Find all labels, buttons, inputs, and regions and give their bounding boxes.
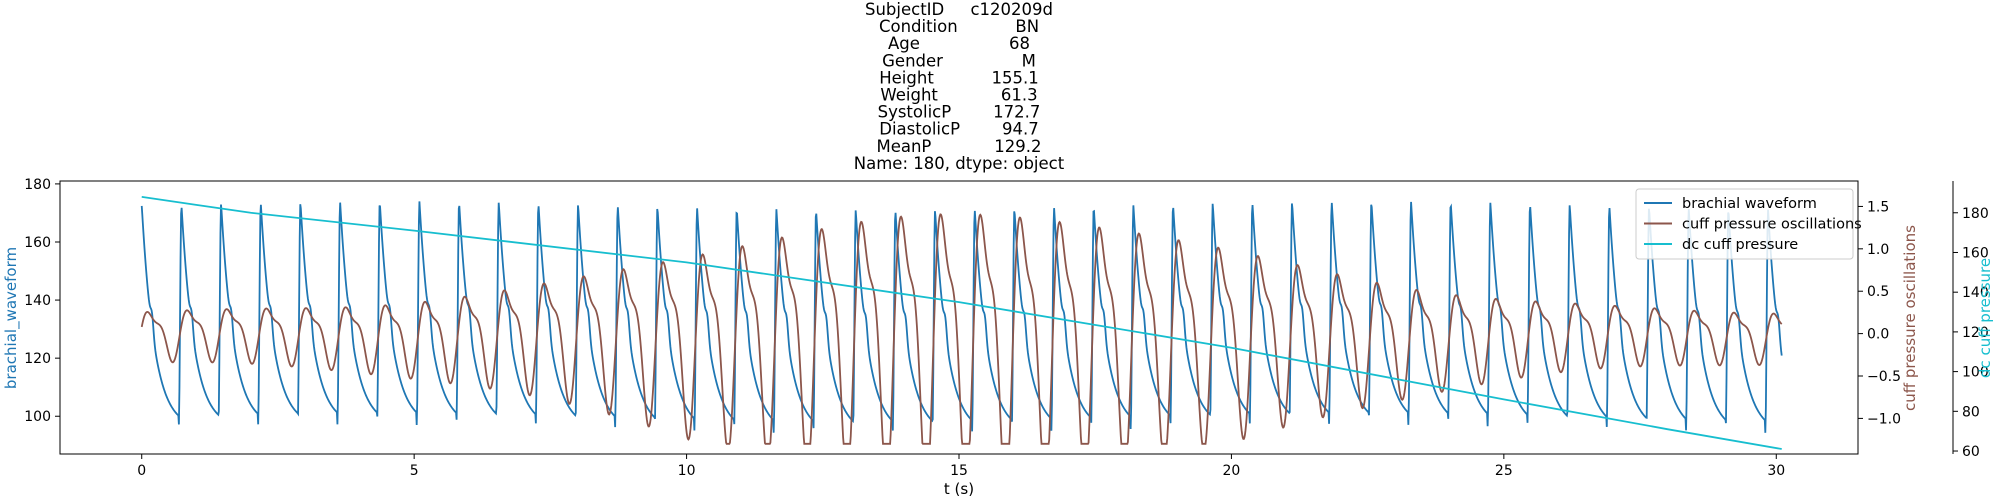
title-line: SubjectID c120209d [865,0,1053,19]
left-y-tick-label: 120 [24,351,51,367]
title-line: Name: 180, dtype: object [854,154,1065,173]
right-y-axis-label-dc: dc cuff pressure [1976,258,1994,378]
legend: brachial waveform cuff pressure oscillati… [1635,188,1862,260]
series-dc-cuff-pressure [141,195,1782,450]
dc-y-tick-label: 120 [1962,325,1989,341]
x-tick-label: 0 [137,463,146,479]
legend-entry: brachial waveform [1682,196,1817,212]
x-axis-label: t (s) [944,480,974,498]
legend-box [1635,188,1854,260]
title-line: Height 155.1 [879,68,1038,87]
dc-y-tick-label: 80 [1962,404,1980,420]
left-y-tick-label: 140 [24,293,51,309]
series-brachial-waveform [140,201,1783,433]
right-y-tick-label: −1.0 [1867,411,1901,427]
dc-y-tick-label: 180 [1962,206,1989,222]
left-y-tick-label: 160 [24,235,51,251]
legend-entry: dc cuff pressure [1682,237,1798,253]
title-line: DiastolicP 94.7 [879,120,1038,139]
title-line: Condition BN [879,17,1039,36]
title-line: MeanP 129.2 [876,137,1041,156]
right-y-tick-label: 0.0 [1867,327,1889,343]
title-line: Weight 61.3 [880,86,1037,105]
right-y-tick-label: 0.5 [1867,284,1889,300]
title-line: SystolicP 172.7 [878,103,1041,122]
x-tick-label: 15 [950,463,968,479]
dc-y-tick-label: 140 [1962,285,1989,301]
left-y-axis-label: brachial_waveform [2,247,21,389]
left-y-tick-label: 100 [24,409,51,425]
x-tick-label: 20 [1223,463,1241,479]
series-cuff-pressure-oscillations [140,213,1783,445]
right-y-tick-label: −0.5 [1867,369,1901,385]
dc-y-tick-label: 60 [1962,444,1980,460]
dc-y-tick-label: 100 [1962,365,1989,381]
dc-y-tick-label: 160 [1962,245,1989,261]
right-y-axis-label-oscillations: cuff pressure oscillations [1901,225,1919,411]
plot-area [140,195,1783,450]
title-line: Gender M [882,51,1036,70]
axes: 0 5 10 15 20 25 30 100 120 140 160 180 −1.0 −0.5 0.0 0.… [24,177,1988,479]
right-y-tick-label: 1.0 [1867,242,1889,258]
legend-entry: cuff pressure oscillations [1682,217,1862,233]
x-tick-label: 10 [678,463,696,479]
title-line: Age 68 [888,34,1030,53]
x-tick-label: 25 [1495,463,1513,479]
x-tick-label: 5 [410,463,419,479]
x-tick-label: 30 [1767,463,1785,479]
right-y-tick-label: 1.5 [1867,199,1889,215]
left-y-tick-label: 180 [24,177,51,193]
